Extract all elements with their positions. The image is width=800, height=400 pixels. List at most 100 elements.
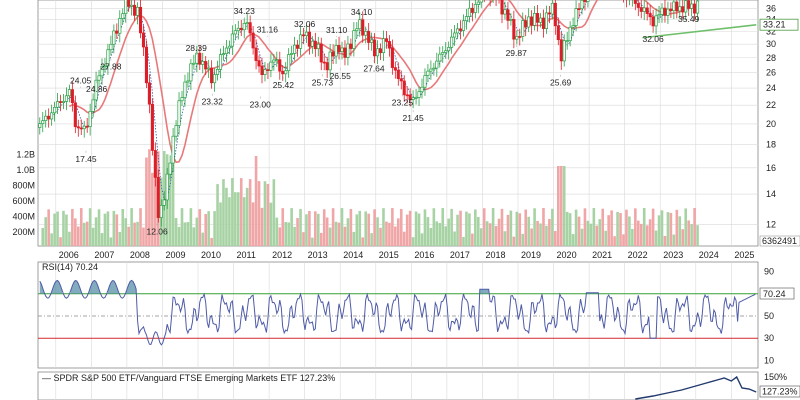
- candle-body: [136, 6, 140, 16]
- price-tick-label: 12: [766, 219, 776, 229]
- candle-body: [473, 3, 477, 13]
- candle-body: [378, 48, 383, 54]
- candle-body: [44, 115, 48, 122]
- rsi-overbought-fill: [125, 280, 137, 294]
- volume-bar: [248, 179, 252, 246]
- volume-bar: [207, 211, 210, 246]
- candle-body: [195, 52, 199, 64]
- candle-body: [447, 47, 451, 52]
- candle-body: [88, 110, 92, 128]
- candle-body: [411, 97, 415, 100]
- volume-bar: [121, 209, 125, 246]
- volume-bar: [675, 209, 679, 246]
- price-tick-label: 16: [766, 163, 776, 173]
- candle-body: [290, 53, 294, 55]
- candle-body: [269, 61, 273, 71]
- volume-bar: [693, 208, 696, 246]
- volume-bar: [284, 221, 288, 246]
- price-annotation: 27.88: [100, 62, 122, 72]
- candle-body: [396, 69, 400, 80]
- volume-bar: [610, 210, 613, 246]
- volume-bar: [408, 210, 412, 246]
- volume-bar: [556, 166, 560, 246]
- price-tick-label: 22: [766, 100, 776, 110]
- candle-body: [94, 79, 98, 101]
- volume-bar: [595, 225, 599, 246]
- candle-body: [38, 123, 42, 128]
- volume-bar: [234, 192, 237, 246]
- volume-bar: [314, 211, 317, 246]
- price-annotation: 12.06: [146, 226, 168, 236]
- candle-body: [550, 2, 554, 15]
- candle-body: [384, 38, 388, 42]
- volume-bar: [257, 181, 261, 246]
- x-tick-label: 2019: [521, 250, 541, 260]
- candle-body: [364, 31, 368, 36]
- volume-bar: [44, 217, 48, 246]
- candle-body: [358, 19, 362, 30]
- volume-bar: [423, 209, 427, 246]
- volume-bar: [405, 214, 409, 246]
- volume-bar: [548, 218, 551, 246]
- volume-bar: [210, 237, 213, 246]
- rsi-last-label: 70.24: [763, 289, 786, 299]
- volume-bar: [586, 220, 590, 246]
- candle-body: [257, 60, 261, 67]
- volume-bar: [290, 208, 293, 246]
- candle-body: [373, 39, 377, 57]
- volume-bar: [216, 184, 219, 246]
- price-annotation: 28.39: [186, 43, 208, 53]
- x-tick-label: 2015: [379, 250, 399, 260]
- candle-body: [91, 99, 95, 112]
- candle-body: [287, 54, 291, 72]
- volume-bar: [515, 211, 519, 246]
- candle-body: [361, 19, 365, 36]
- candle-body: [645, 7, 649, 14]
- volume-bar: [275, 217, 279, 246]
- volume-bar: [447, 218, 450, 246]
- candle-body: [47, 115, 51, 120]
- candle-body: [562, 40, 566, 62]
- candle-body: [544, 12, 548, 29]
- candle-body: [438, 53, 442, 62]
- volume-bar: [657, 215, 661, 246]
- volume-bar: [278, 227, 282, 246]
- volume-bar: [296, 218, 299, 246]
- volume-bar: [281, 208, 285, 246]
- candle-body: [310, 40, 314, 47]
- price-tick-label: 18: [766, 140, 776, 150]
- candle-body: [263, 69, 267, 75]
- volume-bar: [666, 212, 670, 246]
- candle-body: [470, 7, 474, 13]
- volume-bar: [379, 227, 382, 246]
- candle-body: [207, 67, 211, 70]
- volume-bar: [302, 232, 305, 246]
- candle-body: [138, 6, 143, 34]
- x-tick-label: 2022: [628, 250, 648, 260]
- candle-body: [678, 6, 682, 12]
- volume-bar: [266, 183, 270, 246]
- candle-body: [565, 40, 569, 43]
- volume-bar: [195, 217, 199, 246]
- volume-bar: [41, 227, 45, 246]
- price-annotation: 29.87: [506, 48, 528, 58]
- volume-bar: [376, 217, 379, 246]
- rsi-tick-label: 50: [764, 311, 774, 321]
- volume-bar: [491, 208, 495, 246]
- candle-body: [654, 15, 658, 27]
- volume-bar: [542, 208, 545, 246]
- volume-bar: [148, 149, 151, 246]
- volume-bar: [382, 208, 385, 246]
- volume-bar: [127, 226, 130, 246]
- rsi-tick-label: 30: [764, 333, 774, 343]
- candle-body: [298, 34, 303, 49]
- volume-bar: [94, 217, 98, 246]
- candle-body: [432, 67, 436, 70]
- x-tick-label: 2010: [201, 250, 221, 260]
- volume-bar: [580, 228, 584, 246]
- last-volume-label: 6362491: [762, 236, 797, 246]
- candle-body: [260, 65, 264, 75]
- volume-bar: [358, 210, 362, 246]
- volume-bar: [82, 222, 86, 246]
- candle-body: [633, 0, 637, 4]
